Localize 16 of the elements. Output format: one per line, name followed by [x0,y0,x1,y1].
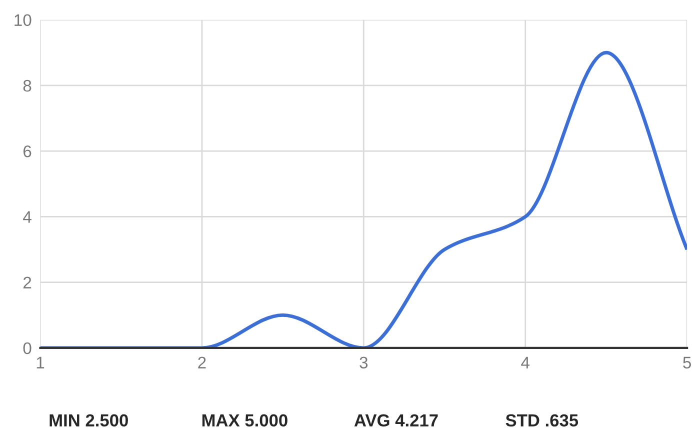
y-tick-label: 10 [14,14,32,26]
x-tick-label: 4 [521,356,530,368]
text: MAX 5.000 [202,414,288,427]
text: STD .635 [506,414,578,427]
x-tick-label: 1 [36,356,44,368]
x-tick-label: 3 [360,356,368,369]
line-series [40,50,688,348]
y-tick-label: 2 [23,276,32,288]
x-tick-label: 2 [198,356,206,368]
y-tick-label: 8 [23,80,32,92]
text: AVG 4.217 [354,414,438,427]
text: MIN 2.500 [50,414,128,427]
x-tick-label: 5 [683,356,691,369]
y-tick-label: 4 [23,211,32,223]
y-tick-label: 0 [23,342,32,354]
y-tick-label: 6 [23,145,32,158]
